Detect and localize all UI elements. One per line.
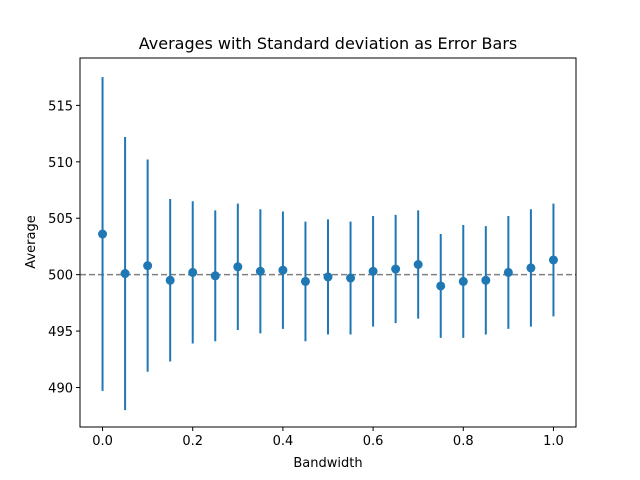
x-tick-label: 1.0 xyxy=(543,434,564,449)
y-axis-label: Average xyxy=(24,215,39,268)
data-point xyxy=(233,262,243,272)
data-point xyxy=(300,276,310,286)
data-point xyxy=(188,267,198,277)
data-point xyxy=(481,275,491,285)
data-point xyxy=(391,264,401,274)
data-point xyxy=(255,266,265,276)
x-tick-label: 0.8 xyxy=(453,434,474,449)
data-point xyxy=(323,272,333,282)
y-tick-label: 505 xyxy=(48,212,73,227)
data-point xyxy=(503,267,513,277)
data-point xyxy=(278,265,288,275)
axes: 0.0 0.2 0.4 0.6 0.8 1.0 490 495 500 505 510 515 xyxy=(48,99,564,449)
data-point xyxy=(346,273,356,283)
y-tick-label: 500 xyxy=(48,269,73,284)
data-point xyxy=(526,263,536,273)
data-point xyxy=(436,281,446,291)
y-tick-label: 490 xyxy=(48,382,73,397)
data-point xyxy=(165,275,175,285)
data-point xyxy=(98,229,108,239)
data-point xyxy=(458,276,468,286)
data-point xyxy=(548,255,558,265)
x-tick-label: 0.6 xyxy=(363,434,384,449)
x-tick-label: 0.0 xyxy=(92,434,113,449)
x-tick-label: 0.4 xyxy=(273,434,294,449)
data-point xyxy=(210,271,220,281)
chart-title: Averages with Standard deviation as Erro… xyxy=(139,34,518,53)
x-axis-label: Bandwidth xyxy=(293,456,362,471)
axes-frame xyxy=(79,57,577,428)
data-point xyxy=(368,266,378,276)
y-tick-label: 495 xyxy=(48,325,73,340)
data-point xyxy=(143,261,153,271)
y-tick-label: 515 xyxy=(48,99,73,114)
x-tick-label: 0.2 xyxy=(182,434,203,449)
data-point xyxy=(413,260,423,270)
data-point xyxy=(120,269,130,279)
plot-area xyxy=(80,77,576,411)
y-tick-label: 510 xyxy=(48,156,73,171)
